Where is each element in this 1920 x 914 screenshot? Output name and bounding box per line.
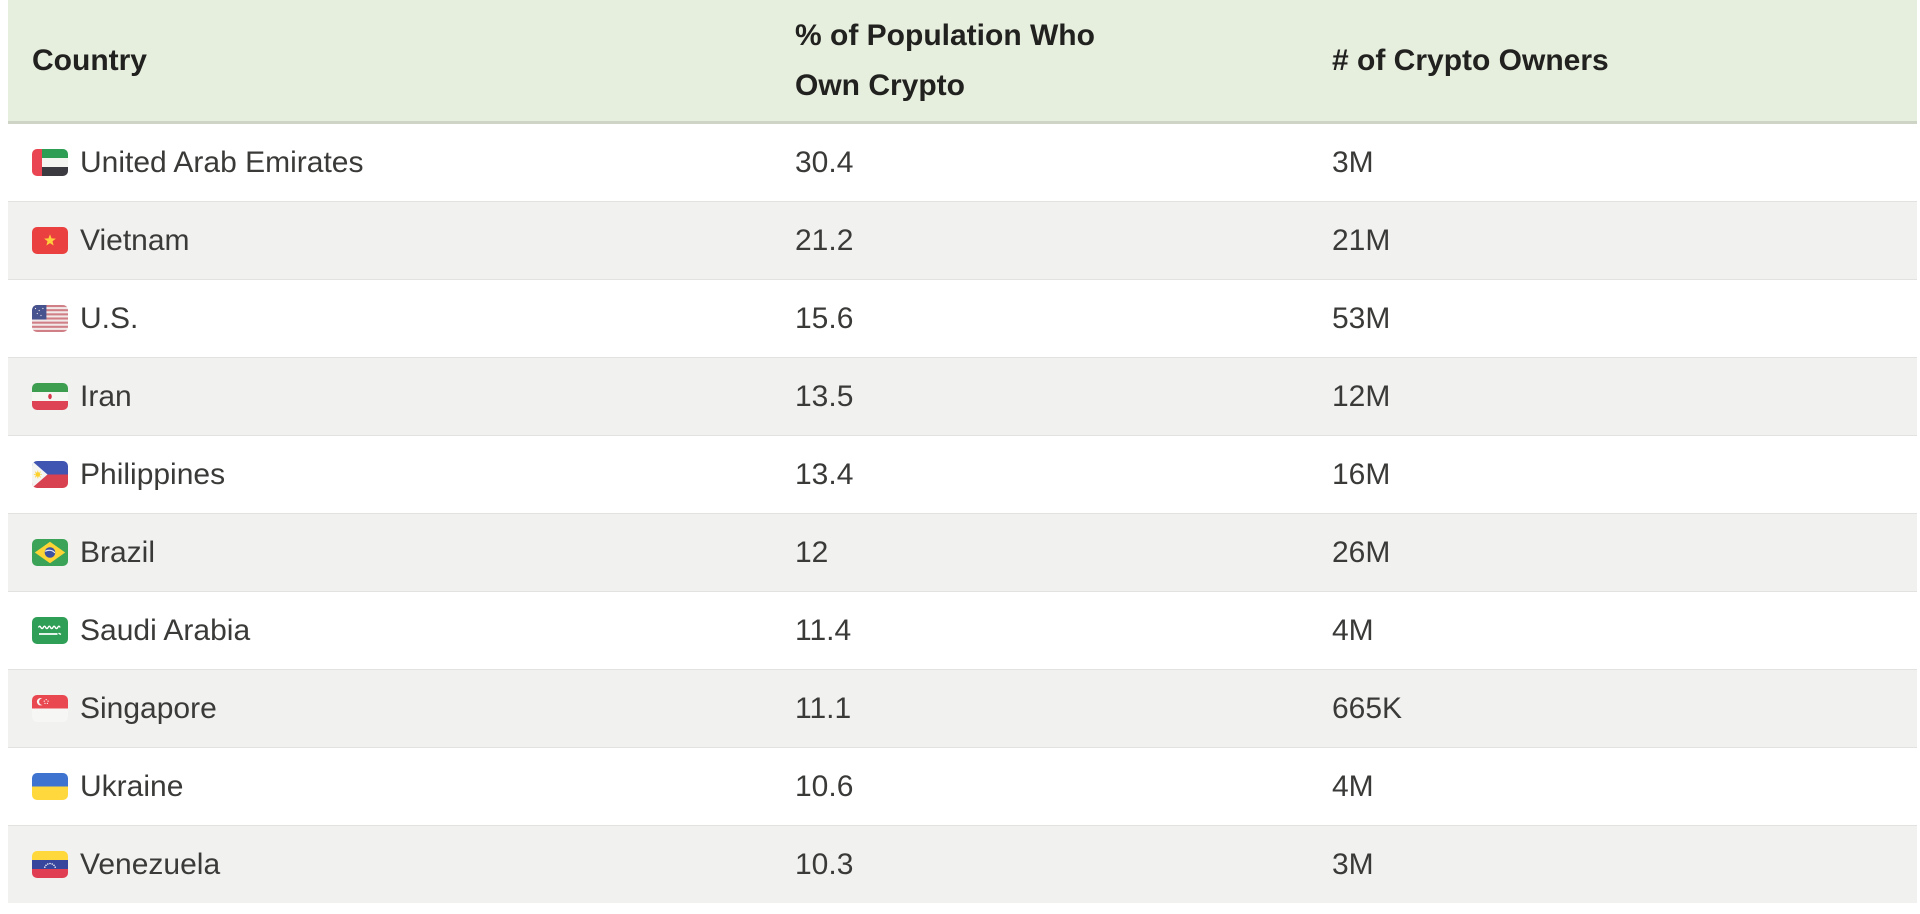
table-row: Saudi Arabia 11.4 4M	[8, 591, 1917, 670]
pct-population-value: 13.4	[795, 457, 854, 491]
crypto-owners-value: 665K	[1332, 691, 1403, 725]
country-cell: United Arab Emirates	[8, 123, 771, 202]
pct-population-value: 13.5	[795, 379, 854, 413]
country-label: Saudi Arabia	[80, 614, 251, 648]
country-cell: U.S.	[8, 280, 771, 358]
table-header: Country % of Population Who Own Crypto #…	[8, 0, 1917, 124]
country-label: Venezuela	[80, 848, 221, 882]
saudi-arabia-flag-icon	[32, 616, 68, 644]
crypto-owners-value: 53M	[1332, 301, 1391, 335]
table-body: United Arab Emirates 30.4 3M Vietnam 21.…	[8, 123, 1917, 904]
country-label: Philippines	[80, 458, 226, 492]
ukraine-flag-icon	[32, 772, 68, 800]
column-header-pct-population: % of Population Who Own Crypto	[771, 0, 1308, 124]
pct-population-value: 21.2	[795, 223, 854, 257]
pct-population-value: 15.6	[795, 301, 854, 335]
country-label: Iran	[80, 380, 132, 414]
table-header-row: Country % of Population Who Own Crypto #…	[8, 0, 1917, 124]
country-label: Brazil	[80, 536, 156, 570]
crypto-owners-value: 3M	[1332, 145, 1374, 179]
pct-population-value: 11.1	[795, 691, 852, 725]
table-row: Venezuela 10.3 3M	[8, 825, 1917, 904]
vietnam-flag-icon	[32, 226, 68, 254]
country-cell: Iran	[8, 358, 771, 436]
us-flag-icon	[32, 304, 68, 332]
table-row: U.S. 15.6 53M	[8, 279, 1917, 358]
country-cell: Singapore	[8, 670, 771, 748]
country-cell: Vietnam	[8, 202, 771, 280]
table-row: United Arab Emirates 30.4 3M	[8, 123, 1917, 202]
crypto-owners-value: 4M	[1332, 769, 1374, 803]
pct-population-value: 30.4	[795, 145, 854, 179]
column-header-label: # of Crypto Owners	[1332, 43, 1609, 77]
pct-population-value: 10.6	[795, 769, 854, 803]
table-row: Iran 13.5 12M	[8, 357, 1917, 436]
column-header-label: Country	[32, 43, 147, 77]
table-row: Ukraine 10.6 4M	[8, 747, 1917, 826]
country-label: Ukraine	[80, 770, 184, 804]
crypto-owners-value: 21M	[1332, 223, 1391, 257]
country-cell: Ukraine	[8, 748, 771, 826]
singapore-flag-icon	[32, 694, 68, 722]
table-row: Brazil 12 26M	[8, 513, 1917, 592]
country-cell: Brazil	[8, 514, 771, 592]
crypto-owners-value: 12M	[1332, 379, 1391, 413]
crypto-owners-value: 16M	[1332, 457, 1391, 491]
pct-population-value: 10.3	[795, 847, 854, 881]
crypto-owners-value: 4M	[1332, 613, 1374, 647]
iran-flag-icon	[32, 382, 68, 410]
crypto-owners-value: 26M	[1332, 535, 1391, 569]
philippines-flag-icon	[32, 460, 68, 488]
table-row: Philippines 13.4 16M	[8, 435, 1917, 514]
pct-population-value: 12	[795, 535, 829, 569]
column-header-crypto-owners: # of Crypto Owners	[1308, 0, 1917, 124]
country-label: U.S.	[80, 302, 139, 336]
crypto-ownership-table: Country % of Population Who Own Crypto #…	[8, 0, 1917, 903]
country-cell: Philippines	[8, 436, 771, 514]
country-cell: Venezuela	[8, 826, 771, 904]
crypto-ownership-table-container: Country % of Population Who Own Crypto #…	[8, 0, 1917, 903]
column-header-label: % of Population Who Own Crypto	[795, 19, 1095, 102]
venezuela-flag-icon	[32, 850, 68, 878]
brazil-flag-icon	[32, 538, 68, 566]
crypto-owners-value: 3M	[1332, 847, 1374, 881]
country-label: Vietnam	[80, 224, 190, 258]
column-header-country: Country	[8, 0, 771, 124]
country-label: Singapore	[80, 692, 217, 726]
united-arab-emirates-flag-icon	[32, 148, 68, 176]
country-label: United Arab Emirates	[80, 146, 364, 180]
pct-population-value: 11.4	[795, 613, 852, 647]
country-cell: Saudi Arabia	[8, 592, 771, 670]
table-row: Vietnam 21.2 21M	[8, 201, 1917, 280]
table-row: Singapore 11.1 665K	[8, 669, 1917, 748]
